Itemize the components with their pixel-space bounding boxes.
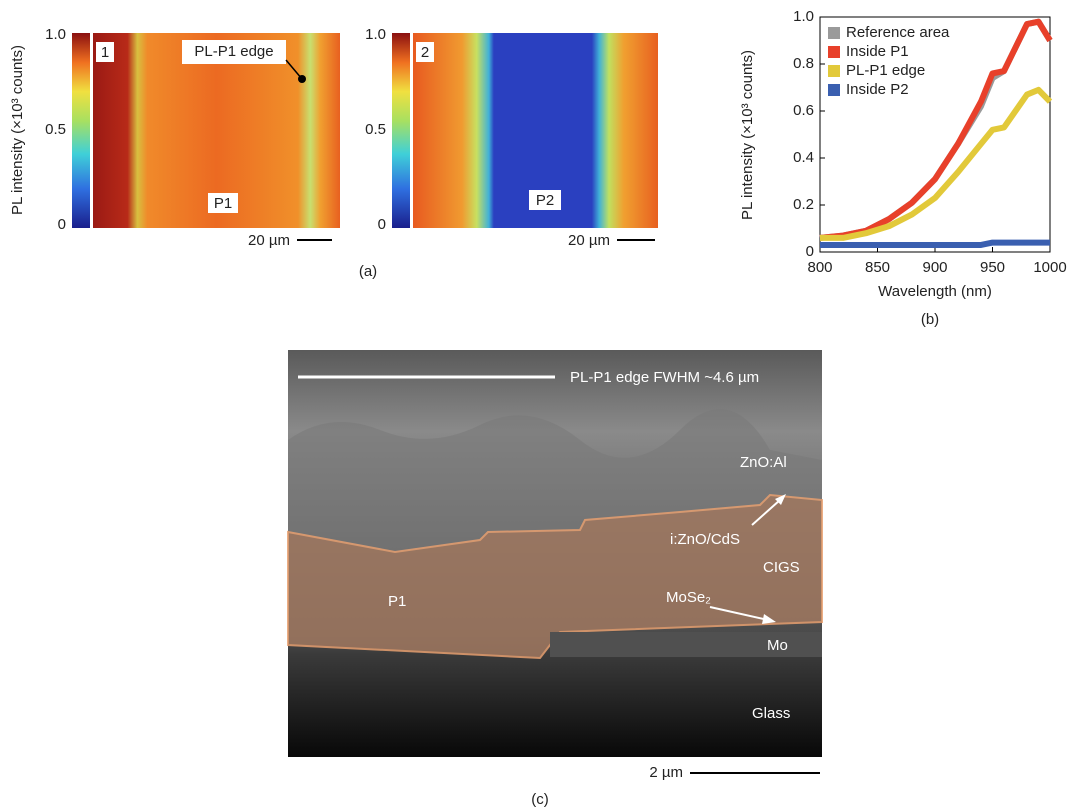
x-axis-label: Wavelength (nm) [878,283,992,300]
y-axis-label: PL intensity (×10³ counts) [739,50,756,220]
colorbar [392,33,410,228]
scale-bar-label: 20 µm [568,232,610,249]
legend-label: Inside P2 [846,81,909,98]
layer-label: MoSe₂ [666,589,711,606]
line [820,90,1050,238]
map-index: 2 [421,44,429,61]
colorbar-tick-label: 1.0 [45,26,66,43]
legend-label: Reference area [846,24,950,41]
page: {"panel_a": {"y_label": "PL intensity (×… [0,0,1078,812]
y-tick-label: 0.4 [793,149,814,166]
caption: (c) [531,791,549,808]
layer-label: CIGS [763,559,800,576]
y-tick-label: 0.6 [793,102,814,119]
line [820,243,1050,245]
layer-label: ZnO:Al [740,454,787,471]
legend-swatch [828,27,840,39]
x-tick-label: 800 [807,259,832,276]
layer-label: Mo [767,637,788,654]
legend-label: Inside P1 [846,43,909,60]
legend-swatch [828,84,840,96]
scribe-label: P2 [536,192,554,209]
scale-bar-label: 2 µm [649,764,683,781]
colorbar-tick-label: 0 [378,216,386,233]
body: PL intensity (×10³ counts) 1 PL-P1 edge … [0,0,1078,812]
colorbar [72,33,90,228]
legend-label: PL-P1 edge [846,62,925,79]
colorbar-tick-label: 1.0 [365,26,386,43]
colorbar-tick-label: 0 [58,216,66,233]
legend-swatch [828,65,840,77]
colorbar-tick-label: 0.5 [365,121,386,138]
figure: PL intensity (×10³ counts) 1 PL-P1 edge … [0,0,1078,812]
y-tick-label: 1.0 [793,8,814,25]
scale-bar-label: 20 µm [248,232,290,249]
scribe-label: P1 [388,593,406,610]
caption: (a) [359,263,377,280]
caption: (b) [921,311,939,328]
edge-label: PL-P1 edge [194,43,273,60]
map-index: 1 [101,44,109,61]
legend-swatch [828,46,840,58]
layer-label: Glass [752,705,790,722]
pointer-dot [298,75,306,83]
scribe-label: P1 [214,195,232,212]
x-tick-label: 1000 [1033,259,1066,276]
y-tick-label: 0.2 [793,196,814,213]
layer-label: i:ZnO/CdS [670,531,740,548]
y-tick-label: 0.8 [793,55,814,72]
x-tick-label: 850 [865,259,890,276]
colorbar-tick-label: 0.5 [45,121,66,138]
fwhm-label: PL-P1 edge FWHM ~4.6 µm [570,369,759,386]
x-tick-label: 900 [922,259,947,276]
y-axis-label: PL intensity (×10³ counts) [9,45,26,215]
y-tick-label: 0 [806,243,814,260]
x-tick-label: 950 [980,259,1005,276]
